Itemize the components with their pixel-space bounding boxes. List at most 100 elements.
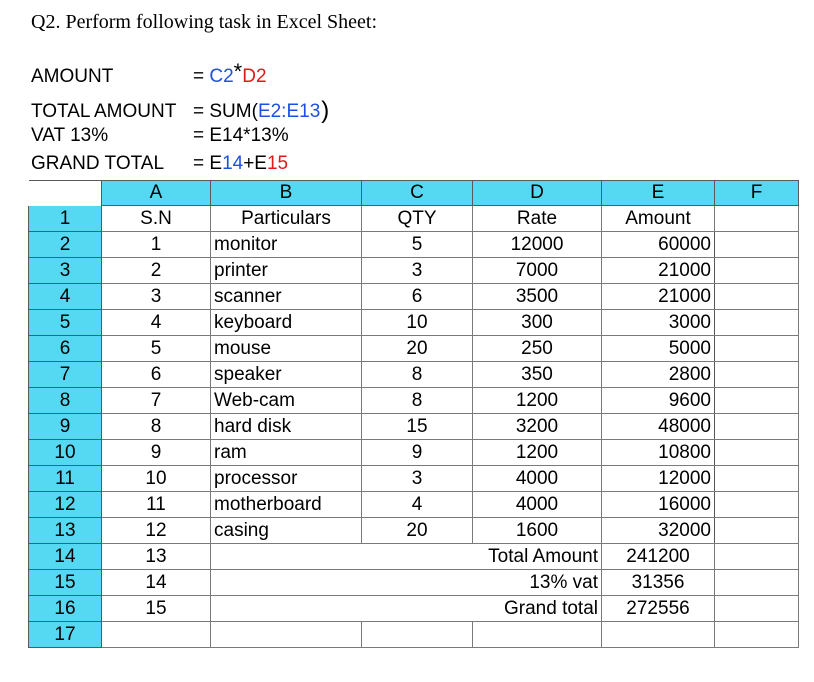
cell-qty[interactable]: 15	[361, 413, 473, 440]
cell-empty[interactable]	[714, 517, 799, 544]
cell-qty[interactable]: 9	[361, 439, 473, 466]
cell-qty[interactable]: 10	[361, 309, 473, 336]
cell-rate[interactable]: 1200	[472, 439, 602, 466]
cell-empty[interactable]	[361, 621, 473, 648]
cell-sn[interactable]: 13	[101, 543, 211, 570]
cell-rate[interactable]: 350	[472, 361, 602, 388]
cell-sn[interactable]: 15	[101, 595, 211, 622]
row-header-7[interactable]: 7	[28, 361, 102, 388]
cell-rate[interactable]: 3200	[472, 413, 602, 440]
row-header-6[interactable]: 6	[28, 335, 102, 362]
cell-sn[interactable]: 14	[101, 569, 211, 596]
cell-empty[interactable]	[714, 257, 799, 284]
row-header-17[interactable]: 17	[28, 621, 102, 648]
cell-rate[interactable]: 300	[472, 309, 602, 336]
cell-amount[interactable]: 9600	[601, 387, 715, 414]
header-cell[interactable]: QTY	[361, 205, 473, 232]
cell-particulars[interactable]: keyboard	[210, 309, 362, 336]
header-cell[interactable]	[714, 205, 799, 232]
cell-particulars[interactable]: speaker	[210, 361, 362, 388]
cell-amount[interactable]: 12000	[601, 465, 715, 492]
cell-qty[interactable]: 8	[361, 387, 473, 414]
cell-empty[interactable]	[714, 543, 799, 570]
row-header-9[interactable]: 9	[28, 413, 102, 440]
row-header-14[interactable]: 14	[28, 543, 102, 570]
column-header-f[interactable]: F	[714, 180, 799, 206]
cell-particulars[interactable]: printer	[210, 257, 362, 284]
cell-sn[interactable]: 4	[101, 309, 211, 336]
row-header-2[interactable]: 2	[28, 231, 102, 258]
cell-total-value[interactable]: 272556	[601, 595, 715, 622]
cell-empty[interactable]	[601, 621, 715, 648]
cell-rate[interactable]: 12000	[472, 231, 602, 258]
cell-particulars[interactable]: Web-cam	[210, 387, 362, 414]
row-header-13[interactable]: 13	[28, 517, 102, 544]
header-cell[interactable]: Particulars	[210, 205, 362, 232]
cell-empty[interactable]	[714, 361, 799, 388]
row-header-3[interactable]: 3	[28, 257, 102, 284]
cell-total-value[interactable]: 241200	[601, 543, 715, 570]
cell-rate[interactable]: 1200	[472, 387, 602, 414]
cell-rate[interactable]: 1600	[472, 517, 602, 544]
cell-empty[interactable]	[714, 595, 799, 622]
cell-amount[interactable]: 32000	[601, 517, 715, 544]
cell-qty[interactable]: 6	[361, 283, 473, 310]
cell-qty[interactable]: 5	[361, 231, 473, 258]
cell-particulars[interactable]: scanner	[210, 283, 362, 310]
cell-total-value[interactable]: 31356	[601, 569, 715, 596]
cell-empty[interactable]	[714, 283, 799, 310]
row-header-10[interactable]: 10	[28, 439, 102, 466]
cell-empty[interactable]	[714, 491, 799, 518]
cell-sn[interactable]: 3	[101, 283, 211, 310]
cell-particulars[interactable]: hard disk	[210, 413, 362, 440]
cell-sn[interactable]: 5	[101, 335, 211, 362]
cell-sn[interactable]: 6	[101, 361, 211, 388]
cell-particulars[interactable]: casing	[210, 517, 362, 544]
row-header-16[interactable]: 16	[28, 595, 102, 622]
cell-particulars[interactable]: monitor	[210, 231, 362, 258]
cell-amount[interactable]: 3000	[601, 309, 715, 336]
cell-qty[interactable]: 8	[361, 361, 473, 388]
header-cell[interactable]: Amount	[601, 205, 715, 232]
row-header-11[interactable]: 11	[28, 465, 102, 492]
row-header-15[interactable]: 15	[28, 569, 102, 596]
cell-total-label[interactable]: 13% vat	[472, 569, 602, 596]
cell-empty[interactable]	[361, 543, 473, 570]
row-header-12[interactable]: 12	[28, 491, 102, 518]
header-cell[interactable]: S.N	[101, 205, 211, 232]
cell-empty[interactable]	[714, 569, 799, 596]
cell-sn[interactable]: 7	[101, 387, 211, 414]
cell-empty[interactable]	[714, 465, 799, 492]
cell-qty[interactable]: 20	[361, 335, 473, 362]
cell-rate[interactable]: 4000	[472, 465, 602, 492]
cell-rate[interactable]: 4000	[472, 491, 602, 518]
cell-empty[interactable]	[714, 309, 799, 336]
cell-amount[interactable]: 60000	[601, 231, 715, 258]
cell-rate[interactable]: 7000	[472, 257, 602, 284]
cell-amount[interactable]: 10800	[601, 439, 715, 466]
cell-empty[interactable]	[714, 439, 799, 466]
cell-amount[interactable]: 16000	[601, 491, 715, 518]
cell-amount[interactable]: 21000	[601, 257, 715, 284]
cell-sn[interactable]: 1	[101, 231, 211, 258]
cell-total-label[interactable]: Total Amount	[472, 543, 602, 570]
cell-empty[interactable]	[210, 543, 362, 570]
cell-qty[interactable]: 3	[361, 257, 473, 284]
column-header-d[interactable]: D	[472, 180, 602, 206]
cell-qty[interactable]: 3	[361, 465, 473, 492]
cell-particulars[interactable]: motherboard	[210, 491, 362, 518]
cell-empty[interactable]	[714, 387, 799, 414]
cell-rate[interactable]: 250	[472, 335, 602, 362]
cell-particulars[interactable]: ram	[210, 439, 362, 466]
column-header-c[interactable]: C	[361, 180, 473, 206]
cell-empty[interactable]	[361, 569, 473, 596]
cell-amount[interactable]: 5000	[601, 335, 715, 362]
cell-empty[interactable]	[472, 621, 602, 648]
cell-particulars[interactable]: processor	[210, 465, 362, 492]
column-header-b[interactable]: B	[210, 180, 362, 206]
cell-sn[interactable]: 12	[101, 517, 211, 544]
column-header-e[interactable]: E	[601, 180, 715, 206]
cell-rate[interactable]: 3500	[472, 283, 602, 310]
cell-empty[interactable]	[210, 595, 362, 622]
cell-empty[interactable]	[714, 413, 799, 440]
